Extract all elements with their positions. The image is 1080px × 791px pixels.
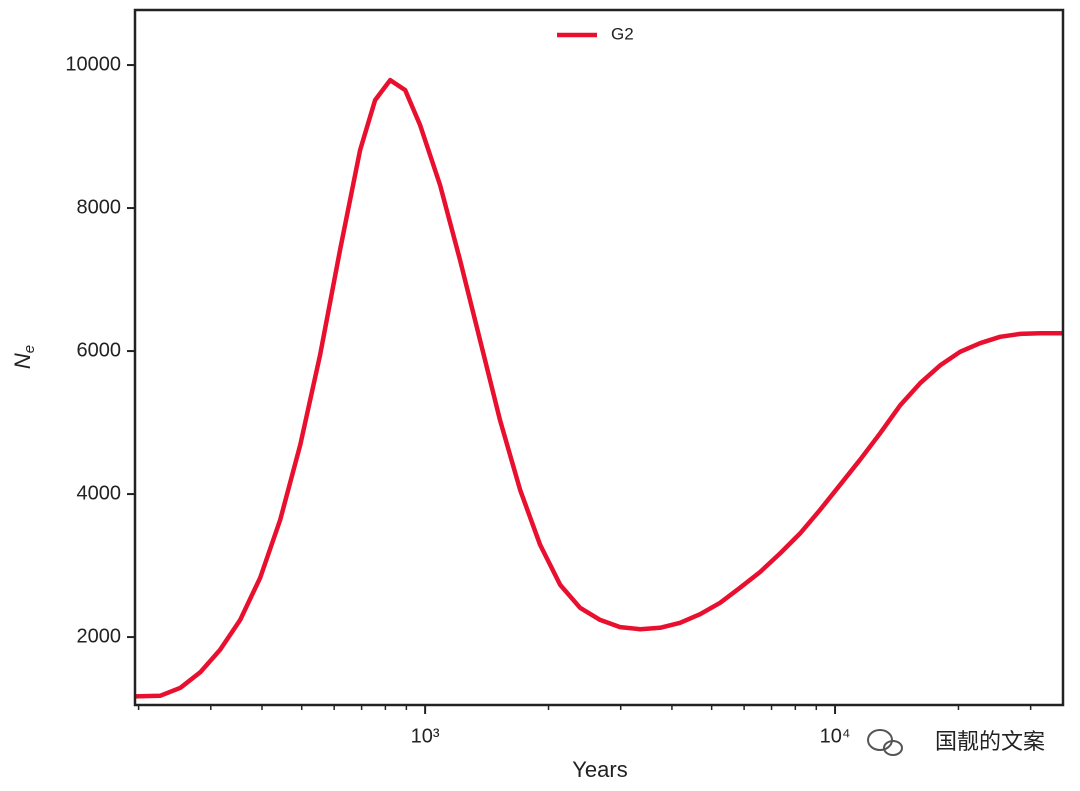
y-tick-label: 2000: [77, 625, 122, 647]
watermark: 国靓的文案: [935, 729, 1045, 754]
y-tick-label: 4000: [77, 482, 122, 504]
y-tick-label: 10000: [65, 53, 121, 75]
y-axis-label-sub: e: [21, 345, 38, 353]
y-axis-label-main: N: [10, 353, 35, 369]
plot-frame: [133, 8, 1065, 707]
x-tick-label: 10⁴: [820, 725, 851, 747]
x-tick-label: 10³: [411, 725, 440, 747]
y-tick-label: 8000: [77, 196, 122, 218]
watermark-icon: [867, 729, 903, 756]
x-axis-label: Years: [572, 757, 627, 782]
y-tick-label: 6000: [77, 339, 122, 361]
legend-label: G2: [611, 24, 634, 43]
y-axis-label-group: Ne: [10, 345, 38, 369]
y-axis-label: Ne: [10, 345, 38, 369]
series-line: [135, 77, 1063, 699]
